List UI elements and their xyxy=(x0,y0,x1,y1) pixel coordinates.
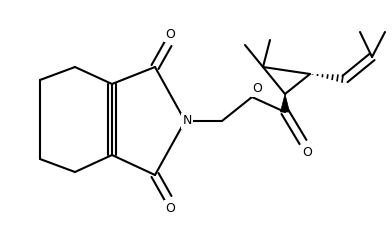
Text: O: O xyxy=(252,83,262,96)
Text: N: N xyxy=(182,114,192,128)
Text: O: O xyxy=(302,145,312,159)
Text: O: O xyxy=(165,28,175,40)
Polygon shape xyxy=(281,94,290,112)
Text: O: O xyxy=(165,202,175,214)
